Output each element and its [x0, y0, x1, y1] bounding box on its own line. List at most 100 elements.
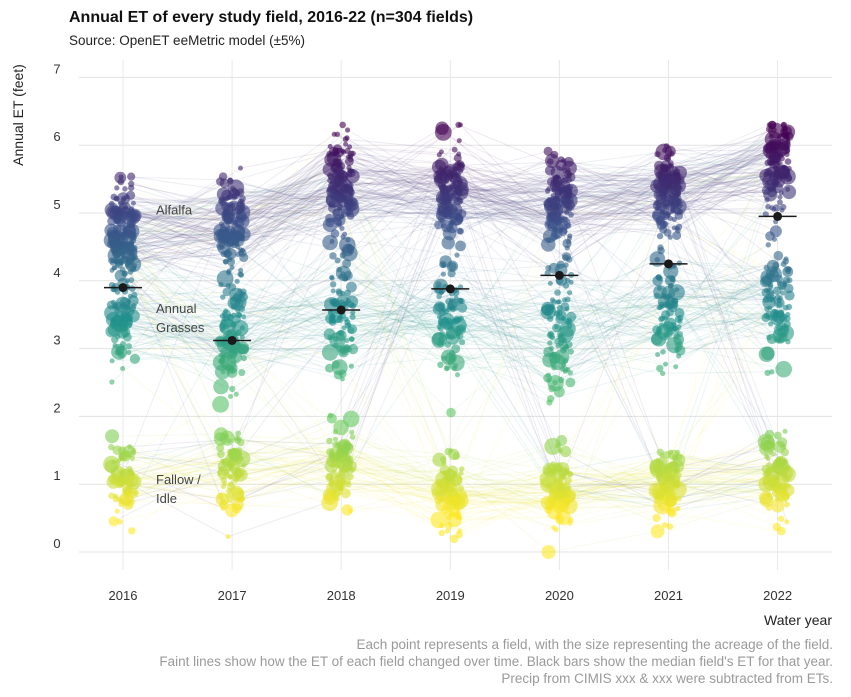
field-point: [337, 180, 349, 191]
field-point: [109, 260, 115, 266]
field-point: [555, 515, 565, 525]
field-point: [456, 138, 462, 144]
field-point: [436, 293, 442, 300]
field-point: [329, 239, 335, 244]
field-point: [229, 385, 236, 393]
x-axis-label: Water year: [764, 612, 832, 628]
field-point: [337, 438, 352, 453]
field-point: [129, 470, 135, 476]
field-point: [565, 223, 572, 229]
field-point: [666, 336, 683, 354]
field-point: [116, 346, 123, 353]
field-point: [338, 330, 345, 336]
field-point: [672, 231, 682, 240]
field-point: [120, 245, 138, 262]
field-point: [451, 146, 458, 153]
field-point: [107, 229, 116, 238]
field-point: [765, 456, 771, 461]
field-point: [442, 194, 451, 203]
field-point: [655, 352, 661, 358]
field-point: [233, 391, 239, 397]
y-tick-label: 6: [53, 129, 60, 144]
chart-caption: Each point represents a field, with the …: [159, 636, 833, 687]
field-point: [325, 363, 334, 373]
field-point: [555, 299, 561, 305]
field-point: [556, 481, 567, 492]
field-point: [666, 523, 674, 530]
field-point: [546, 377, 551, 383]
field-point: [341, 454, 352, 466]
field-point: [330, 469, 337, 476]
field-point: [775, 294, 781, 301]
field-point: [122, 485, 131, 494]
field-point: [131, 450, 137, 456]
field-point: [677, 208, 684, 215]
field-point: [115, 260, 123, 269]
field-point: [131, 490, 138, 496]
field-point: [671, 225, 677, 231]
field-point: [545, 265, 552, 272]
field-point: [236, 436, 242, 442]
field-point: [326, 437, 333, 445]
field-point: [126, 465, 133, 473]
field-point: [771, 180, 777, 187]
field-point: [565, 317, 573, 325]
field-point: [240, 355, 247, 362]
field-point: [349, 313, 356, 320]
field-point: [120, 341, 127, 348]
chart-subtitle: Source: OpenET eeMetric model (±5%): [69, 33, 306, 48]
field-point: [674, 287, 680, 293]
field-point: [561, 174, 567, 180]
field-point: [238, 165, 243, 171]
field-point: [220, 498, 226, 505]
field-point: [670, 196, 681, 206]
field-point: [562, 282, 570, 289]
median-point: [118, 283, 128, 293]
field-point: [765, 204, 771, 210]
field-point: [232, 498, 244, 511]
field-point: [227, 473, 233, 479]
field-point: [227, 482, 236, 491]
field-point: [438, 149, 444, 155]
field-point: [330, 288, 336, 294]
field-point: [655, 206, 661, 212]
field-point: [665, 505, 676, 516]
field-point: [555, 310, 567, 321]
field-point: [656, 364, 664, 373]
field-point: [126, 314, 133, 322]
field-point: [329, 450, 335, 456]
field-point: [772, 286, 782, 295]
field-point: [676, 324, 682, 330]
field-point: [761, 464, 770, 474]
field-point: [438, 184, 446, 192]
field-point: [780, 290, 786, 296]
field-point: [665, 212, 671, 218]
field-point: [346, 346, 353, 353]
field-point: [239, 334, 245, 340]
field-point: [781, 184, 797, 200]
field-point: [776, 157, 782, 163]
field-point: [345, 127, 351, 133]
field-point: [130, 266, 136, 272]
field-point: [127, 444, 133, 450]
field-point: [772, 309, 778, 315]
field-point: [119, 491, 134, 506]
field-point: [444, 365, 450, 371]
field-point: [436, 314, 442, 320]
field-point: [108, 492, 115, 499]
field-point: [107, 474, 116, 483]
field-point: [330, 281, 337, 288]
field-point: [238, 267, 244, 274]
field-point: [774, 297, 785, 309]
field-point: [111, 248, 118, 255]
field-point: [552, 501, 565, 514]
field-point: [329, 332, 346, 349]
field-point: [330, 489, 341, 500]
field-point: [118, 174, 124, 180]
field-point: [335, 181, 341, 187]
field-point: [559, 445, 572, 458]
field-point: [238, 369, 246, 377]
field-point: [784, 494, 790, 499]
field-point: [114, 207, 125, 217]
